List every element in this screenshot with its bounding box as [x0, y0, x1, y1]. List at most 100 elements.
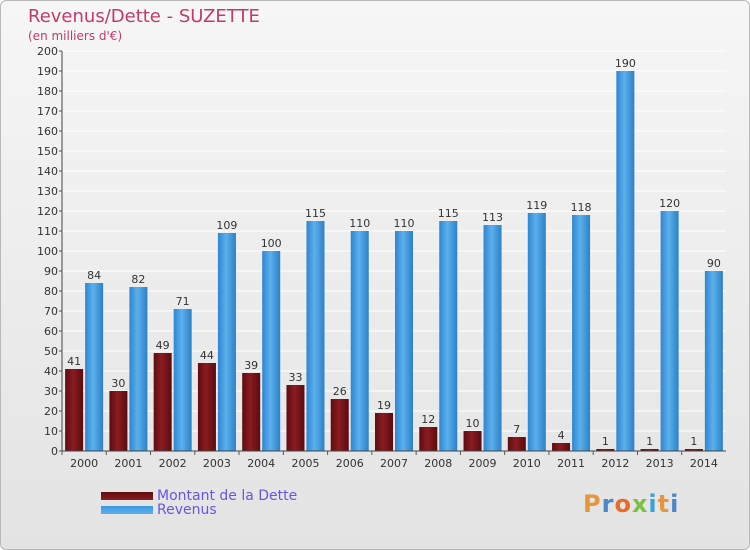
data-label-revenus: 109	[216, 219, 237, 232]
x-tick-label: 2014	[690, 457, 718, 470]
bar-revenus	[572, 215, 591, 451]
data-label-dette: 49	[156, 339, 170, 352]
bar-revenus	[527, 213, 546, 451]
data-label-revenus: 110	[394, 217, 415, 230]
data-label-dette: 44	[200, 349, 214, 362]
bar-revenus	[616, 71, 635, 451]
y-tick-label: 110	[37, 225, 58, 238]
bar-dette	[65, 369, 84, 451]
logo-letter: o	[614, 490, 632, 518]
bar-dette	[596, 449, 615, 451]
data-label-dette: 12	[421, 413, 435, 426]
bar-dette	[197, 363, 216, 451]
bar-dette	[153, 353, 172, 451]
data-label-dette: 41	[67, 355, 81, 368]
data-label-revenus: 90	[707, 257, 721, 270]
data-label-dette: 1	[646, 435, 653, 448]
bar-revenus	[439, 221, 458, 451]
data-label-dette: 30	[111, 377, 125, 390]
bar-dette	[684, 449, 703, 451]
y-tick-label: 40	[44, 365, 58, 378]
y-tick-label: 50	[44, 345, 58, 358]
data-label-revenus: 84	[87, 269, 101, 282]
bar-dette	[507, 437, 526, 451]
x-tick-label: 2013	[646, 457, 674, 470]
y-tick-label: 0	[51, 445, 58, 458]
legend-swatch-revenus	[101, 506, 153, 514]
y-tick-label: 60	[44, 325, 58, 338]
bar-revenus	[395, 231, 413, 451]
data-label-dette: 39	[244, 359, 258, 372]
y-tick-label: 170	[37, 105, 58, 118]
data-label-dette: 7	[513, 423, 520, 436]
data-label-revenus: 115	[438, 207, 459, 220]
bar-revenus	[85, 283, 104, 451]
data-label-revenus: 110	[349, 217, 370, 230]
x-tick-label: 2010	[513, 457, 541, 470]
data-label-revenus: 119	[526, 199, 547, 212]
y-tick-label: 200	[37, 45, 58, 58]
y-tick-label: 70	[44, 305, 58, 318]
y-tick-label: 10	[44, 425, 58, 438]
data-label-revenus: 118	[571, 201, 592, 214]
x-tick-label: 2002	[159, 457, 187, 470]
y-tick-label: 180	[37, 85, 58, 98]
logo-letter: x	[631, 490, 649, 518]
bar-dette	[286, 385, 305, 451]
bar-dette	[330, 399, 349, 451]
data-label-dette: 10	[466, 417, 480, 430]
y-tick-label: 120	[37, 205, 58, 218]
bar-revenus	[262, 251, 281, 451]
x-tick-label: 2000	[70, 457, 98, 470]
x-tick-label: 2007	[380, 457, 408, 470]
data-label-revenus: 113	[482, 211, 503, 224]
legend-item-dette: Montant de la Dette	[101, 488, 297, 504]
bar-revenus	[483, 225, 502, 451]
bar-revenus	[306, 221, 325, 451]
y-tick-label: 140	[37, 165, 58, 178]
y-tick-label: 90	[44, 265, 58, 278]
legend-label-revenus: Revenus	[157, 502, 217, 518]
y-tick-label: 80	[44, 285, 58, 298]
data-label-dette: 1	[690, 435, 697, 448]
bar-dette	[552, 443, 571, 451]
logo-letter: P	[583, 490, 602, 518]
bar-dette	[419, 427, 438, 451]
y-tick-label: 160	[37, 125, 58, 138]
x-tick-label: 2011	[557, 457, 585, 470]
x-tick-label: 2004	[247, 457, 275, 470]
bar-dette	[375, 413, 393, 451]
bar-revenus	[217, 233, 236, 451]
data-label-dette: 33	[288, 371, 302, 384]
data-label-revenus: 100	[261, 237, 282, 250]
x-tick-label: 2005	[291, 457, 319, 470]
logo-letter: i	[670, 490, 680, 518]
chart-subtitle: (en milliers d'€)	[28, 29, 123, 43]
data-label-revenus: 82	[131, 273, 145, 286]
bar-revenus	[350, 231, 369, 451]
bar-revenus	[129, 287, 148, 451]
bar-revenus	[173, 309, 192, 451]
bar-revenus	[704, 271, 723, 451]
x-tick-label: 2009	[469, 457, 497, 470]
data-label-dette: 1	[602, 435, 609, 448]
x-tick-label: 2008	[424, 457, 452, 470]
bar-dette	[242, 373, 261, 451]
bar-dette	[109, 391, 128, 451]
logo-letter: i	[648, 490, 658, 518]
data-label-revenus: 71	[176, 295, 190, 308]
y-tick-label: 130	[37, 185, 58, 198]
bar-revenus	[660, 211, 679, 451]
logo-letter: r	[601, 490, 615, 518]
bar-dette	[640, 449, 659, 451]
x-tick-label: 2003	[203, 457, 231, 470]
x-tick-label: 2006	[336, 457, 364, 470]
x-tick-label: 2012	[601, 457, 629, 470]
data-label-dette: 19	[377, 399, 391, 412]
data-label-dette: 26	[333, 385, 347, 398]
logo-letter: t	[657, 490, 671, 518]
y-tick-label: 30	[44, 385, 58, 398]
proxiti-logo: Proxiti	[583, 490, 679, 518]
